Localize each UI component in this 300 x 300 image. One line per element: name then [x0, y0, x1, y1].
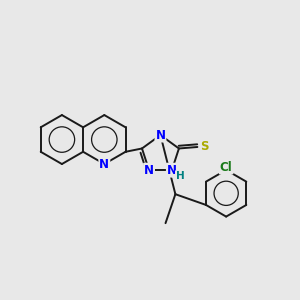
Text: N: N [167, 164, 177, 177]
Text: N: N [99, 158, 109, 170]
Text: N: N [144, 164, 154, 177]
Text: Cl: Cl [220, 160, 233, 173]
Text: H: H [176, 171, 184, 181]
Text: N: N [155, 129, 166, 142]
Text: S: S [200, 140, 208, 154]
